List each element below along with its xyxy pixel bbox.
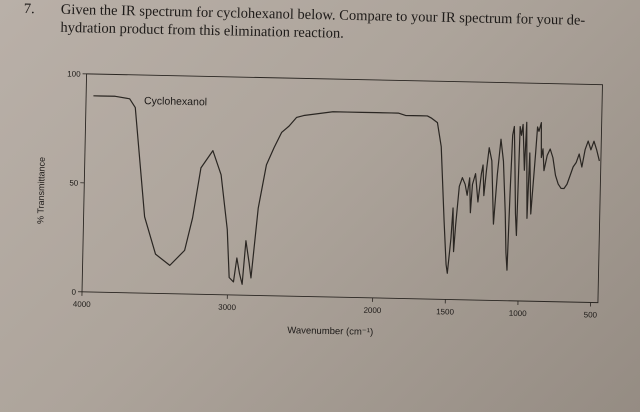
y-tick-label: 0: [71, 288, 76, 297]
x-tick-label: 4000: [73, 300, 92, 309]
x-tick-label: 1000: [509, 309, 528, 318]
x-axis-label: Wavenumber (cm⁻¹): [287, 325, 373, 338]
x-tick-label: 500: [584, 310, 598, 319]
y-axis-ticks: 100 50 0: [67, 69, 87, 297]
x-tick-label: 2000: [363, 306, 382, 315]
x-tick-label: 1500: [436, 307, 455, 316]
spectrum-line: [93, 95, 600, 285]
chart-title: Cyclohexanol: [144, 95, 207, 108]
x-axis-ticks: 4000 3000 2000 1500 1000 500: [73, 291, 598, 320]
y-tick-label: 100: [67, 69, 81, 78]
plot-frame: [81, 73, 603, 304]
y-axis-label: % Transmittance: [35, 157, 46, 224]
y-tick-label: 50: [69, 179, 79, 188]
x-tick-label: 3000: [218, 303, 237, 312]
